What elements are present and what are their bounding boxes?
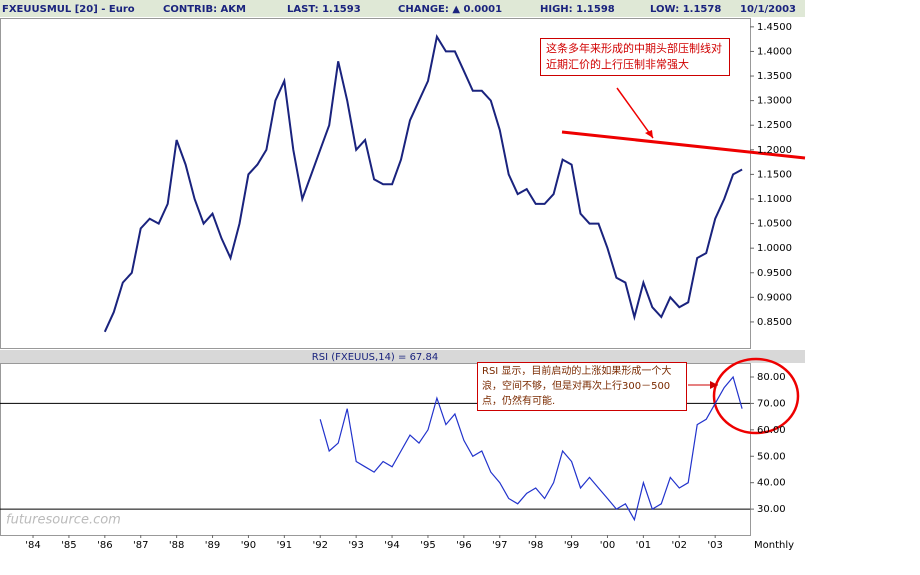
x-tick-label: '98 — [528, 540, 543, 551]
y-tick-label: 80.00 — [757, 372, 786, 383]
y-tick-label: 0.9000 — [757, 292, 792, 303]
x-tick-label: '89 — [205, 540, 220, 551]
y-tick-label: 1.3500 — [757, 71, 792, 82]
x-tick-label: '03 — [707, 540, 722, 551]
price-panel — [0, 18, 751, 349]
y-tick-label: 1.2500 — [757, 120, 792, 131]
x-axis-label: Monthly — [754, 540, 794, 551]
y-tick-label: 1.0000 — [757, 243, 792, 254]
arrow-head — [645, 130, 653, 138]
y-tick-label: 1.4000 — [757, 46, 792, 57]
watermark: futuresource.com — [6, 513, 121, 528]
annotation: RSI 显示，目前启动的上涨如果形成一个大浪，空间不够，但是对再次上行300－5… — [477, 362, 687, 411]
rsi-title-bar — [0, 350, 805, 363]
y-tick-label: 1.3000 — [757, 96, 792, 107]
rsi-title: RSI (FXEUUS,14) = 67.84 — [312, 352, 438, 363]
y-tick-label: 0.9500 — [757, 268, 792, 279]
y-tick-label: 1.1000 — [757, 194, 792, 205]
y-tick-label: 0.8500 — [757, 317, 792, 328]
x-tick-label: '84 — [25, 540, 40, 551]
x-tick-label: '95 — [420, 540, 435, 551]
y-tick-label: 60.00 — [757, 425, 786, 436]
highlight-circle — [712, 357, 800, 435]
y-tick-label: 1.4500 — [757, 22, 792, 33]
y-tick-label: 30.00 — [757, 504, 786, 515]
x-tick-label: '90 — [241, 540, 256, 551]
header-contrib: CONTRIB: AKM — [163, 4, 246, 15]
x-tick-label: '92 — [313, 540, 328, 551]
trendline — [561, 130, 806, 160]
rsi-panel — [0, 363, 751, 536]
x-tick-label: '86 — [97, 540, 112, 551]
header-last: LAST: 1.1593 — [287, 4, 361, 15]
header-bar — [0, 0, 805, 17]
x-tick-label: '99 — [564, 540, 579, 551]
y-tick-label: 40.00 — [757, 478, 786, 489]
x-tick-label: '00 — [600, 540, 615, 551]
callout-head — [710, 381, 718, 389]
y-tick-label: 70.00 — [757, 398, 786, 409]
header-title: FXEUUSMUL [20] - Euro — [2, 4, 135, 15]
y-tick-label: 1.1500 — [757, 169, 792, 180]
x-tick-label: '02 — [672, 540, 687, 551]
x-tick-label: '01 — [636, 540, 651, 551]
x-tick-label: '94 — [384, 540, 399, 551]
series-line — [103, 34, 743, 333]
annotation: 这条多年来形成的中期头部压制线对近期汇价的上行压制非常强大 — [540, 38, 730, 76]
x-tick-label: '88 — [169, 540, 184, 551]
x-tick-label: '96 — [456, 540, 471, 551]
y-tick-label: 50.00 — [757, 451, 786, 462]
y-tick-label: 1.0500 — [757, 219, 792, 230]
header-high: HIGH: 1.1598 — [540, 4, 615, 15]
header-low: LOW: 1.1578 — [650, 4, 721, 15]
series-line — [319, 375, 743, 522]
header-date: 10/1/2003 — [740, 4, 796, 15]
x-tick-label: '93 — [348, 540, 363, 551]
x-tick-label: '85 — [61, 540, 76, 551]
x-tick-label: '87 — [133, 540, 148, 551]
arrow — [616, 87, 654, 139]
header-change: CHANGE: ▲ 0.0001 — [398, 4, 502, 15]
y-tick-label: 1.2000 — [757, 145, 792, 156]
x-tick-label: '91 — [277, 540, 292, 551]
x-tick-label: '97 — [492, 540, 507, 551]
